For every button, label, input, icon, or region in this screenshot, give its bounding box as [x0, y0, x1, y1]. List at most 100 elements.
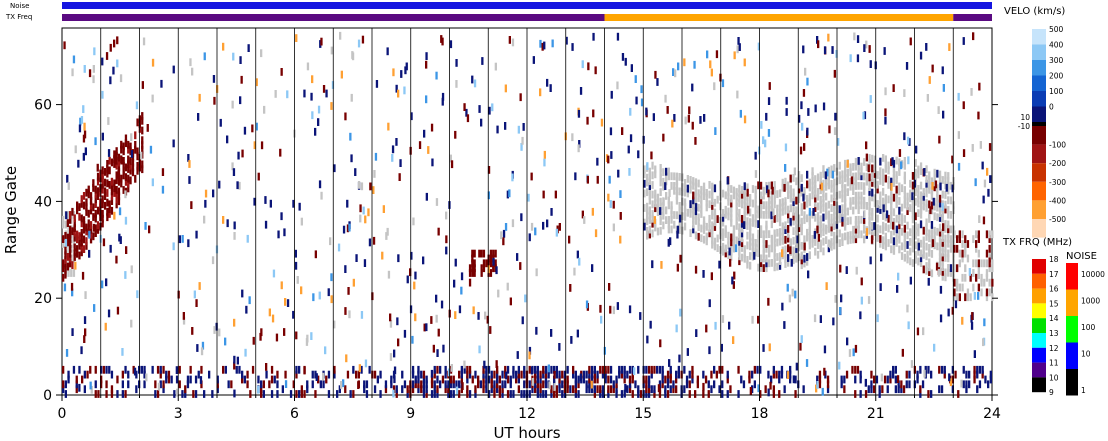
ground-scatter-cell	[72, 269, 76, 277]
velocity-cell	[105, 380, 108, 389]
velocity-cell	[194, 375, 198, 384]
velocity-cell	[691, 121, 694, 130]
ground-scatter-cell	[841, 194, 844, 203]
velocity-cell	[867, 164, 870, 173]
velocity-cell	[199, 376, 203, 384]
velocity-cell	[105, 52, 109, 60]
ground-scatter-cell	[811, 177, 814, 185]
ground-scatter-cell	[890, 216, 893, 225]
velocity-cell	[759, 196, 763, 205]
velocity-cell	[944, 205, 947, 214]
velocity-cell	[472, 306, 475, 315]
velocity-cell	[69, 235, 72, 244]
ground-scatter-cell	[890, 197, 893, 205]
plot-area	[61, 27, 994, 398]
ground-scatter-cell	[70, 269, 73, 277]
ground-scatter-cell	[800, 208, 803, 216]
velocity-cell	[211, 390, 214, 398]
ground-scatter-cell	[969, 293, 972, 302]
ground-scatter-cell	[830, 213, 833, 222]
velocity-cell	[130, 150, 134, 158]
ground-scatter-cell	[795, 206, 798, 215]
velocity-cell	[826, 385, 830, 394]
velocity-cell	[573, 267, 576, 276]
velocity-cell	[530, 366, 534, 375]
velocity-cell	[352, 365, 355, 374]
ground-scatter-cell	[708, 219, 711, 228]
velocity-cell	[676, 230, 679, 239]
ground-scatter-cell	[787, 229, 790, 238]
velocity-cell	[93, 47, 96, 56]
velocity-cell	[63, 283, 67, 292]
velocity-cell	[609, 365, 613, 374]
velocity-cell	[414, 313, 417, 322]
ground-scatter-cell	[980, 288, 983, 297]
velocity-cell	[395, 390, 398, 398]
velocity-cell	[417, 365, 420, 374]
velocity-cell	[449, 40, 453, 49]
ground-scatter-cell	[651, 210, 654, 218]
velocity-cell	[318, 291, 321, 300]
velocity-cell	[686, 348, 689, 356]
velocity-cell	[122, 166, 125, 175]
velocity-cell	[257, 172, 260, 181]
velocity-cell	[820, 182, 823, 191]
ground-scatter-cell	[884, 165, 887, 173]
ground-scatter-cell	[708, 224, 711, 233]
ground-scatter-cell	[852, 196, 855, 205]
velocity-cell	[788, 294, 791, 303]
ground-scatter-cell	[651, 214, 654, 223]
ground-scatter-cell	[721, 189, 725, 198]
velocity-cell	[707, 390, 710, 398]
ground-scatter-cell	[659, 178, 662, 187]
ground-scatter-cell	[930, 225, 934, 234]
ground-scatter-cell	[822, 247, 825, 256]
velocity-cell	[127, 380, 130, 389]
velocity-tick-label: -300	[1049, 178, 1066, 187]
velocity-cell	[243, 375, 246, 384]
velocity-cell	[585, 380, 588, 389]
ground-scatter-cell	[830, 194, 833, 203]
ground-scatter-cell	[854, 182, 858, 190]
velocity-cell	[645, 390, 648, 398]
velocity-color-positive	[1032, 91, 1046, 107]
velocity-cell	[804, 67, 807, 76]
velocity-cell	[260, 380, 263, 389]
ground-scatter-cell	[778, 203, 782, 212]
ground-scatter-cell	[643, 204, 646, 212]
velocity-cell	[265, 370, 268, 379]
ground-scatter-cell	[716, 195, 719, 204]
ground-scatter-cell	[654, 223, 657, 232]
ground-scatter-cell	[980, 273, 983, 282]
ground-scatter-cell	[844, 184, 847, 192]
velocity-cell	[363, 385, 366, 394]
ground-scatter-cell	[754, 200, 757, 209]
velocity-cell	[615, 380, 618, 389]
velocity-cell	[466, 365, 469, 374]
velocity-cell	[471, 269, 474, 277]
ground-scatter-cell	[914, 251, 917, 259]
ground-scatter-cell	[936, 203, 939, 212]
ground-scatter-cell	[765, 201, 768, 210]
velocity-cell	[539, 370, 542, 379]
velocity-cell	[117, 177, 121, 186]
velocity-cell	[382, 205, 385, 213]
ground-scatter-cell	[928, 263, 931, 272]
ground-scatter-cell	[651, 200, 654, 209]
velocity-cell	[803, 254, 806, 263]
velocity-cell	[314, 250, 317, 259]
ground-scatter-cell	[860, 162, 863, 171]
ground-scatter-cell	[724, 191, 727, 200]
velocity-cell	[647, 375, 651, 384]
velocity-cell	[409, 268, 412, 277]
ground-scatter-cell	[925, 189, 928, 198]
ground-scatter-cell	[814, 180, 817, 188]
velocity-cell	[591, 264, 594, 272]
velocity-cell	[96, 172, 100, 181]
velocity-cell	[501, 370, 504, 379]
velocity-cell	[796, 235, 799, 244]
velocity-cell	[346, 224, 350, 233]
velocity-cell	[731, 276, 734, 285]
ground-scatter-cell	[928, 171, 931, 180]
